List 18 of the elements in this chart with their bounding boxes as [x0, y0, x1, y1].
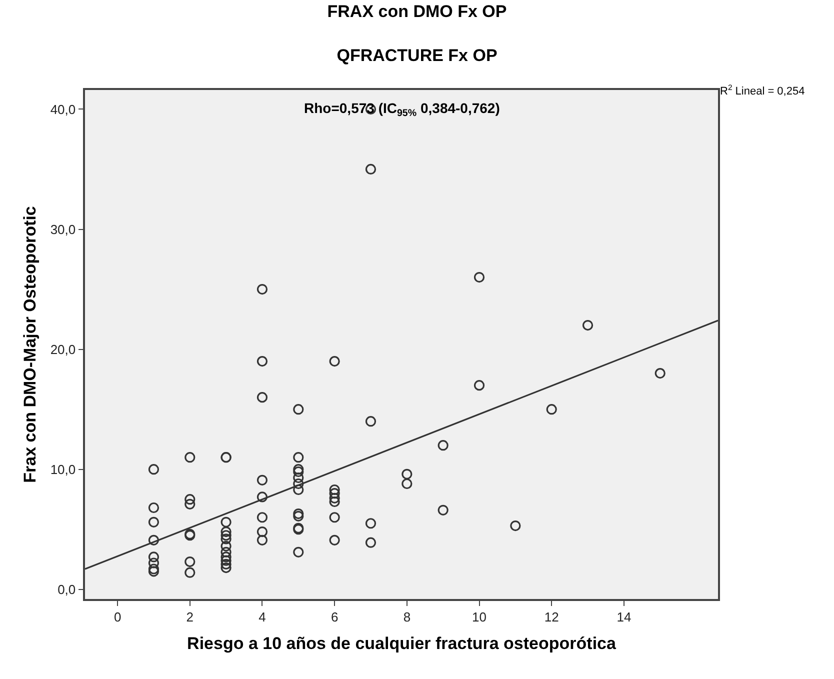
x-tick-label: 0	[114, 609, 122, 624]
x-axis-title: Riesgo a 10 años de cualquier fractura osteoporótica	[187, 634, 616, 654]
x-tick-label: 14	[616, 609, 632, 624]
x-tick-label: 6	[330, 609, 338, 624]
text: R$^{2}$ Lineal = 0,254	[720, 83, 805, 98]
x-tick-label: 12	[544, 609, 559, 624]
y-tick-label: 30,0	[50, 222, 76, 237]
y-tick-label: 20,0	[50, 342, 76, 357]
chart-subtitle: QFRACTURE Fx OP	[336, 46, 498, 66]
x-tick-label: 2	[186, 609, 194, 624]
y-tick-label: 10,0	[50, 462, 76, 477]
chart-title: FRAX con DMO Fx OP	[327, 2, 507, 21]
x-tick-label: 10	[472, 609, 487, 624]
y-axis-title: Frax con DMO-Major Osteoporotic	[20, 206, 40, 483]
x-tick-label: 4	[258, 609, 266, 624]
y-tick-label: 0,0	[58, 582, 76, 597]
y-tick-label: 40,0	[50, 102, 76, 117]
x-tick-label: 8	[403, 609, 411, 624]
